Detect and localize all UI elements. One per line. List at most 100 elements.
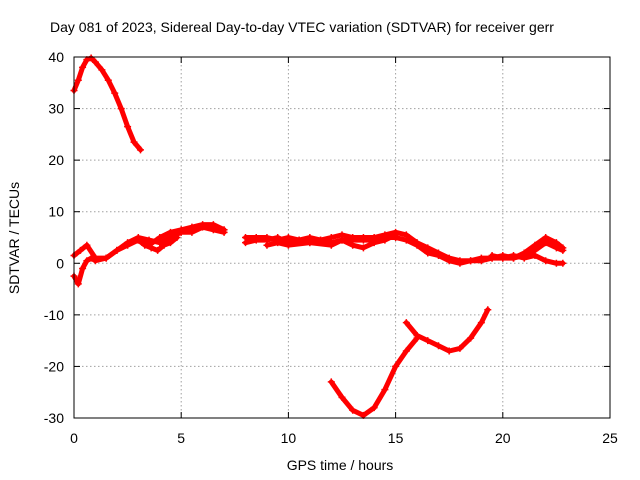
data-point xyxy=(552,259,560,267)
data-point xyxy=(349,406,357,414)
data-point xyxy=(552,239,560,247)
data-point xyxy=(327,378,335,386)
data-point xyxy=(359,236,367,244)
grid-lines xyxy=(74,57,610,418)
data-point xyxy=(531,252,539,260)
y-tick-label: 0 xyxy=(56,255,64,271)
data-point xyxy=(434,342,442,350)
data-point xyxy=(488,252,496,260)
data-point xyxy=(147,244,155,252)
axis-ticks xyxy=(73,56,611,419)
data-point xyxy=(87,254,95,262)
data-series xyxy=(70,54,567,419)
data-point xyxy=(467,257,475,265)
data-point xyxy=(370,239,378,247)
series-arc-8 xyxy=(488,252,567,267)
x-tick-label: 20 xyxy=(495,430,511,446)
data-point xyxy=(74,76,82,84)
data-point xyxy=(370,404,378,412)
data-point xyxy=(402,236,410,244)
data-point xyxy=(141,241,149,249)
data-point xyxy=(499,254,507,262)
data-point xyxy=(413,241,421,249)
data-point xyxy=(306,239,314,247)
data-point xyxy=(130,138,138,146)
y-tick-labels: -30 -20 -10 0 10 20 30 40 xyxy=(44,49,64,426)
data-point xyxy=(111,89,119,97)
y-tick-label: 40 xyxy=(48,49,64,65)
data-point xyxy=(79,63,87,71)
series-trace xyxy=(328,335,420,418)
y-tick-label: 20 xyxy=(48,152,64,168)
data-point xyxy=(542,257,550,265)
y-tick-label: -10 xyxy=(44,307,64,323)
data-point xyxy=(327,241,335,249)
series-arc-1 xyxy=(70,54,144,154)
data-point xyxy=(445,257,453,265)
x-tick-labels: 0 5 10 15 20 25 xyxy=(70,430,618,446)
data-point xyxy=(124,239,132,247)
data-point xyxy=(484,306,492,314)
data-point xyxy=(134,236,142,244)
series-trace xyxy=(71,55,143,153)
data-point xyxy=(284,241,292,249)
data-point xyxy=(402,347,410,355)
series-arc-7 xyxy=(263,231,400,252)
y-tick-label: -20 xyxy=(44,358,64,374)
data-point xyxy=(274,239,282,247)
data-point xyxy=(104,76,112,84)
data-point xyxy=(124,123,132,131)
data-point xyxy=(424,337,432,345)
data-point xyxy=(113,246,121,254)
data-point xyxy=(456,344,464,352)
data-point xyxy=(98,66,106,74)
data-point xyxy=(559,259,567,267)
data-point xyxy=(117,105,125,113)
data-point xyxy=(349,241,357,249)
data-point xyxy=(359,244,367,252)
data-point xyxy=(510,252,518,260)
data-point xyxy=(252,236,260,244)
y-axis-title: SDTVAR / TECUs xyxy=(6,182,22,294)
data-point xyxy=(136,146,144,154)
data-point xyxy=(392,362,400,370)
data-point xyxy=(209,226,217,234)
data-point xyxy=(413,331,421,339)
y-tick-label: -30 xyxy=(44,410,64,426)
data-point xyxy=(434,252,442,260)
data-point xyxy=(220,228,228,236)
series-arc-10 xyxy=(402,306,492,355)
data-point xyxy=(76,246,84,254)
series-trace xyxy=(403,307,491,354)
data-point xyxy=(477,257,485,265)
series-arc-3 xyxy=(70,223,228,288)
data-point xyxy=(402,319,410,327)
x-axis-title: GPS time / hours xyxy=(287,457,394,473)
data-point xyxy=(456,259,464,267)
x-tick-label: 25 xyxy=(602,430,618,446)
data-point xyxy=(477,319,485,327)
data-point xyxy=(87,54,95,62)
data-point xyxy=(242,239,250,247)
data-point xyxy=(424,249,432,257)
x-tick-label: 15 xyxy=(388,430,404,446)
data-point xyxy=(531,241,539,249)
data-point xyxy=(145,236,153,244)
x-tick-label: 10 xyxy=(281,430,297,446)
data-point xyxy=(83,241,91,249)
chart-title: Day 081 of 2023, Sidereal Day-to-day VTE… xyxy=(50,19,554,35)
x-tick-label: 0 xyxy=(70,430,78,446)
data-point xyxy=(79,264,87,272)
data-point xyxy=(520,254,528,262)
y-tick-label: 10 xyxy=(48,204,64,220)
data-point xyxy=(263,241,271,249)
data-point xyxy=(392,231,400,239)
data-point xyxy=(160,241,168,249)
data-point xyxy=(166,239,174,247)
data-point xyxy=(199,223,207,231)
series-trace xyxy=(243,235,566,266)
data-point xyxy=(542,234,550,241)
x-tick-label: 5 xyxy=(177,430,185,446)
data-point xyxy=(445,347,453,355)
